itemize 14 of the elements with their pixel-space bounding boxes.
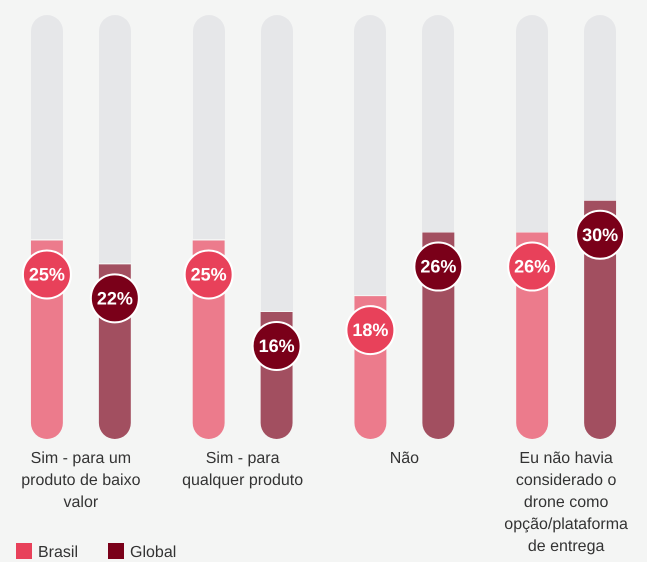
legend-label: Brasil <box>37 543 78 562</box>
data-label: 30% <box>582 224 618 245</box>
x-tick-label: Não <box>388 449 420 469</box>
data-label: 22% <box>96 288 133 308</box>
x-tick-label: Sim - para um produto de baixo valor <box>20 449 142 513</box>
x-tick-label: Eu não havia considerado o drone como opção/plataforma de entrega <box>503 449 629 557</box>
legend-label: Global <box>129 543 176 562</box>
x-tick-label: Sim - para qualquer produto <box>181 449 304 491</box>
data-label: 16% <box>258 336 295 356</box>
data-label: 26% <box>514 256 550 277</box>
data-label: 25% <box>190 264 227 284</box>
data-label: 25% <box>28 264 65 284</box>
data-label: 18% <box>352 320 388 340</box>
data-label: 26% <box>420 256 456 277</box>
